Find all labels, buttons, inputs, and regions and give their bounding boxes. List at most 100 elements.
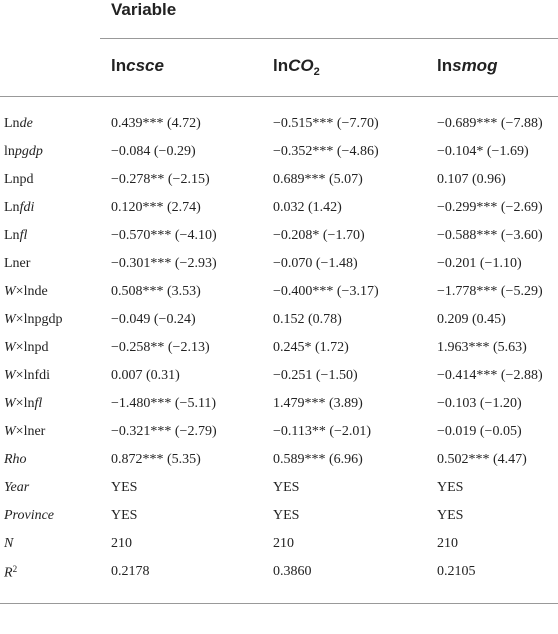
text-part: smog bbox=[452, 56, 498, 75]
cell: −0.201 (−1.10) bbox=[437, 256, 522, 271]
cell: 0.508*** (3.53) bbox=[111, 284, 201, 299]
cell: 0.007 (0.31) bbox=[111, 368, 180, 383]
cell: 0.120*** (2.74) bbox=[111, 200, 201, 215]
text-part: ln bbox=[273, 56, 289, 75]
cell: 0.2105 bbox=[437, 564, 476, 579]
column-header: lnCO2 bbox=[273, 56, 320, 78]
text-part: ln bbox=[4, 144, 15, 159]
cell: −0.299*** (−2.69) bbox=[437, 200, 543, 215]
row-label: Rho bbox=[4, 452, 27, 468]
rule bbox=[0, 603, 558, 604]
cell: 0.502*** (4.47) bbox=[437, 452, 527, 467]
text-part: fl bbox=[34, 396, 43, 411]
cell: YES bbox=[111, 508, 138, 523]
cell: 0.589*** (6.96) bbox=[273, 452, 363, 467]
row-label: W×lnpd bbox=[4, 340, 48, 356]
cell: −1.778*** (−5.29) bbox=[437, 284, 543, 299]
text-part: ×lnpgdp bbox=[15, 312, 63, 327]
row-label: N bbox=[4, 536, 13, 552]
cell: 0.689*** (5.07) bbox=[273, 172, 363, 187]
row-label: W×lnfdi bbox=[4, 368, 50, 384]
cell: −0.104* (−1.69) bbox=[437, 144, 529, 159]
row-label: Lner bbox=[4, 256, 30, 272]
text-part: ln bbox=[437, 56, 453, 75]
cell: −0.019 (−0.05) bbox=[437, 424, 522, 439]
cell: YES bbox=[111, 480, 138, 495]
cell: −0.400*** (−3.17) bbox=[273, 284, 379, 299]
cell: YES bbox=[273, 508, 300, 523]
cell: −0.113** (−2.01) bbox=[273, 424, 372, 439]
text-part: de bbox=[19, 116, 33, 131]
text-part: W bbox=[4, 284, 16, 299]
cell: 1.963*** (5.63) bbox=[437, 340, 527, 355]
cell: −0.103 (−1.20) bbox=[437, 396, 522, 411]
cell: −1.480*** (−5.11) bbox=[111, 396, 217, 411]
text-part: ln bbox=[111, 56, 127, 75]
text-part: CO bbox=[288, 56, 314, 75]
rule bbox=[100, 38, 558, 39]
text-part: Ln bbox=[4, 228, 20, 243]
text-part: N bbox=[4, 536, 14, 551]
row-label: lnpgdp bbox=[4, 144, 43, 160]
text-part: ×lnfdi bbox=[15, 368, 51, 383]
text-part: Lnpd bbox=[4, 172, 34, 187]
cell: YES bbox=[437, 508, 464, 523]
row-label: R2 bbox=[4, 564, 17, 582]
cell: 0.107 (0.96) bbox=[437, 172, 506, 187]
text-part: Province bbox=[4, 508, 55, 523]
cell: 0.032 (1.42) bbox=[273, 200, 342, 215]
cell: −0.588*** (−3.60) bbox=[437, 228, 543, 243]
column-header: lncsce bbox=[111, 56, 164, 76]
text-part: pgdp bbox=[14, 144, 43, 159]
header-title: Variable bbox=[111, 0, 177, 19]
text-part: 2 bbox=[313, 65, 320, 78]
row-label: W×lnfl bbox=[4, 396, 42, 412]
cell: YES bbox=[273, 480, 300, 495]
cell: −0.278** (−2.15) bbox=[111, 172, 210, 187]
text-part: R bbox=[4, 565, 13, 581]
text-part: fl bbox=[19, 228, 28, 243]
cell: 210 bbox=[273, 536, 294, 551]
cell: 0.439*** (4.72) bbox=[111, 116, 201, 131]
text-part: ×lnde bbox=[15, 284, 48, 299]
text-part: ×ln bbox=[15, 396, 35, 411]
text-part: Lner bbox=[4, 256, 31, 271]
text-part: 2 bbox=[12, 564, 18, 574]
text-part: csce bbox=[126, 56, 164, 75]
row-label: W×lner bbox=[4, 424, 45, 440]
row-label: W×lnpgdp bbox=[4, 312, 62, 328]
row-label: Lnde bbox=[4, 116, 33, 132]
cell: 0.152 (0.78) bbox=[273, 312, 342, 327]
cell: 210 bbox=[111, 536, 132, 551]
rule bbox=[0, 96, 558, 97]
text-part: W bbox=[4, 396, 16, 411]
row-label: Lnfdi bbox=[4, 200, 34, 216]
row-label: W×lnde bbox=[4, 284, 48, 300]
cell: −0.352*** (−4.86) bbox=[273, 144, 379, 159]
cell: 0.245* (1.72) bbox=[273, 340, 349, 355]
row-label: Lnpd bbox=[4, 172, 34, 188]
cell: −0.570*** (−4.10) bbox=[111, 228, 217, 243]
cell: 0.872*** (5.35) bbox=[111, 452, 201, 467]
cell: YES bbox=[437, 480, 464, 495]
text-part: Rho bbox=[4, 452, 27, 467]
text-part: Ln bbox=[4, 200, 20, 215]
cell: 1.479*** (3.89) bbox=[273, 396, 363, 411]
row-label: Lnfl bbox=[4, 228, 27, 244]
cell: −0.084 (−0.29) bbox=[111, 144, 196, 159]
text-part: Ln bbox=[4, 116, 20, 131]
cell: 210 bbox=[437, 536, 458, 551]
cell: −0.321*** (−2.79) bbox=[111, 424, 217, 439]
text-part: W bbox=[4, 424, 16, 439]
cell: 0.3860 bbox=[273, 564, 312, 579]
cell: −0.258** (−2.13) bbox=[111, 340, 210, 355]
cell: 0.2178 bbox=[111, 564, 150, 579]
text-part: Year bbox=[4, 480, 30, 495]
text-part: W bbox=[4, 340, 16, 355]
column-header: lnsmog bbox=[437, 56, 497, 76]
text-part: W bbox=[4, 368, 16, 383]
cell: −0.049 (−0.24) bbox=[111, 312, 196, 327]
cell: −0.301*** (−2.93) bbox=[111, 256, 217, 271]
cell: −0.515*** (−7.70) bbox=[273, 116, 379, 131]
